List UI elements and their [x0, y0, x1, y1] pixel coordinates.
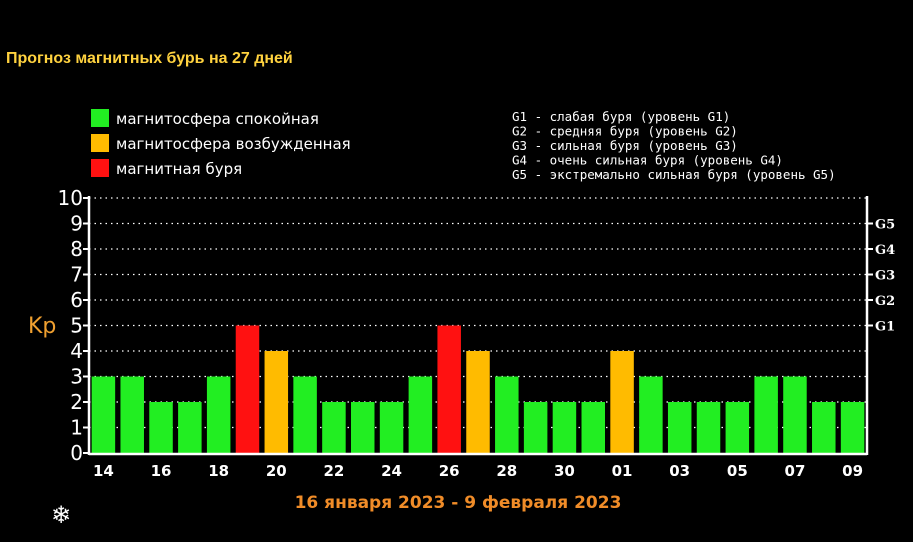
g-tick-label: G1 [875, 320, 895, 335]
chart-bars [91, 325, 865, 453]
x-tick-label: 03 [669, 462, 690, 480]
x-tick-label: 16 [151, 462, 172, 480]
kp-bar [696, 402, 721, 453]
y-tick-label: 4 [70, 339, 83, 363]
x-tick-label: 18 [208, 462, 229, 480]
x-tick-label: 07 [785, 462, 806, 480]
page-title: Прогноз магнитных бурь на 27 дней [6, 50, 293, 67]
kp-bar [178, 402, 202, 453]
kp-bar [552, 402, 577, 453]
legend-swatch [91, 134, 109, 152]
x-axis-ticks: 14 16 18 20 22 24 26 28 30 01 03 05 07 09 [93, 462, 863, 480]
kp-bar [783, 376, 807, 453]
kp-bar [379, 402, 404, 453]
y-tick-label: 9 [70, 212, 83, 236]
x-tick-label: 01 [612, 462, 633, 480]
kp-bar [840, 402, 865, 453]
legend-swatch [91, 109, 109, 127]
x-tick-label: 05 [727, 462, 748, 480]
kp-bar [350, 402, 375, 453]
storm-level-item: G4 - очень сильная буря (уровень G4) [512, 153, 783, 168]
chart-subtitle: 16 января 2023 - 9 февраля 2023 [295, 493, 622, 513]
storm-level-legend: G1 - слабая буря (уровень G1)G2 - средня… [512, 109, 836, 182]
y-tick-label: 10 [58, 186, 83, 210]
kp-bar [581, 402, 606, 453]
kp-bar [812, 402, 836, 453]
y-tick-label: 0 [70, 441, 83, 465]
y-axis-label: Kp [28, 314, 56, 339]
kp-bar [206, 376, 231, 453]
y-tick-label: 8 [70, 237, 83, 261]
x-tick-label: 26 [439, 462, 460, 480]
y-tick-label: 7 [70, 263, 83, 287]
g-level-ticks: G1 G2 G3 G4 G5 [867, 218, 895, 335]
legend-swatch [91, 159, 109, 177]
kp-bar [466, 351, 490, 453]
legend-label: магнитосфера спокойная [116, 110, 319, 128]
g-tick-label: G4 [875, 243, 895, 258]
kp-bar [667, 402, 692, 453]
kp-bar [523, 402, 548, 453]
kp-bar [639, 376, 663, 453]
kp-bar [91, 376, 116, 453]
kp-bar [120, 376, 144, 453]
x-tick-label: 24 [381, 462, 402, 480]
legend-label: магнитосфера возбужденная [116, 135, 351, 153]
kp-bar [235, 325, 260, 453]
storm-level-item: G3 - сильная буря (уровень G3) [512, 138, 738, 153]
g-tick-label: G5 [875, 218, 895, 233]
g-tick-label: G2 [875, 294, 895, 309]
legend-label: магнитная буря [116, 160, 242, 178]
kp-bar [264, 351, 289, 453]
kp-bar [754, 376, 778, 453]
x-tick-label: 30 [554, 462, 575, 480]
g-tick-label: G3 [875, 269, 895, 284]
y-tick-label: 5 [70, 314, 83, 338]
kp-bar [495, 376, 519, 453]
storm-level-item: G1 - слабая буря (уровень G1) [512, 109, 730, 124]
kp-bar [725, 402, 750, 453]
kp-bar [408, 376, 433, 453]
x-tick-label: 22 [323, 462, 344, 480]
y-tick-label: 6 [70, 288, 83, 312]
kp-bar [610, 351, 634, 453]
x-tick-label: 28 [496, 462, 517, 480]
kp-bar [437, 325, 461, 453]
kp-bar [293, 376, 317, 453]
kp-bar [149, 402, 173, 453]
y-tick-label: 3 [70, 365, 83, 389]
x-tick-label: 20 [266, 462, 287, 480]
x-tick-label: 09 [842, 462, 863, 480]
y-tick-label: 1 [70, 416, 83, 440]
snowflake-icon: ❄ [51, 501, 72, 529]
storm-level-item: G2 - средняя буря (уровень G2) [512, 124, 738, 139]
kp-bar [322, 402, 346, 453]
storm-level-item: G5 - экстремально сильная буря (уровень … [512, 167, 836, 182]
x-tick-label: 14 [93, 462, 114, 480]
y-tick-label: 2 [70, 390, 83, 414]
legend: магнитосфера спокойная магнитосфера возбу… [91, 109, 351, 178]
